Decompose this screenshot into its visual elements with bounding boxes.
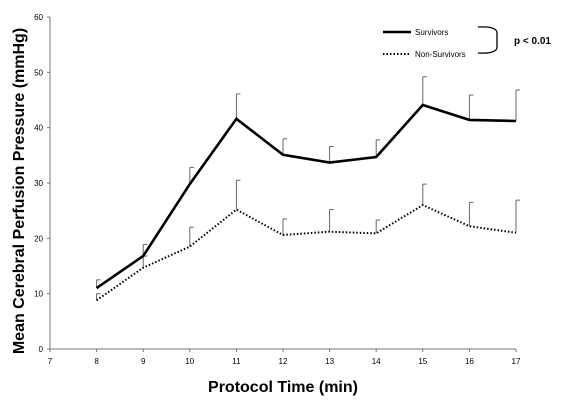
- y-tick-label: 50: [34, 68, 43, 77]
- axes: [49, 17, 516, 350]
- x-axis-title: Protocol Time (min): [208, 379, 358, 396]
- series-line-non-survivors: [96, 203, 517, 302]
- y-tick-label: 30: [34, 179, 43, 188]
- tick-labels: 7 8 9 10 11 12 13 14 15 16 17 0 10 20 30 40 50 60: [34, 13, 521, 366]
- x-tick-label: 16: [465, 357, 474, 366]
- legend-label-non-survivors: Non-Survivors: [415, 50, 466, 59]
- x-tick-label: 13: [325, 357, 334, 366]
- x-tick-label: 15: [418, 357, 427, 366]
- p-value-annotation: p < 0.01: [514, 36, 551, 47]
- y-axis-title: Mean Cerebral Perfusion Pressure (mmHg): [11, 28, 28, 354]
- x-tick-label: 10: [185, 357, 194, 366]
- series-lines: [95, 103, 517, 302]
- y-tick-label: 10: [34, 290, 43, 299]
- y-tick-label: 40: [34, 124, 43, 133]
- x-tick-label: 11: [232, 357, 241, 366]
- significance-bracket: [477, 26, 498, 54]
- x-tick-label: 9: [141, 357, 146, 366]
- x-tick-label: 12: [279, 357, 288, 366]
- x-tick-label: 17: [512, 357, 521, 366]
- legend-label-survivors: Survivors: [415, 28, 448, 37]
- series-line-survivors: [95, 103, 517, 290]
- x-tick-label: 14: [372, 357, 381, 366]
- x-tick-label: 8: [94, 357, 99, 366]
- x-tick-label: 7: [48, 357, 53, 366]
- error-bars: [96, 76, 520, 301]
- y-tick-label: 60: [34, 13, 43, 22]
- legend: Survivors Non-Survivors p < 0.01: [383, 26, 551, 59]
- y-tick-label: 0: [39, 345, 44, 354]
- y-tick-label: 20: [34, 234, 43, 243]
